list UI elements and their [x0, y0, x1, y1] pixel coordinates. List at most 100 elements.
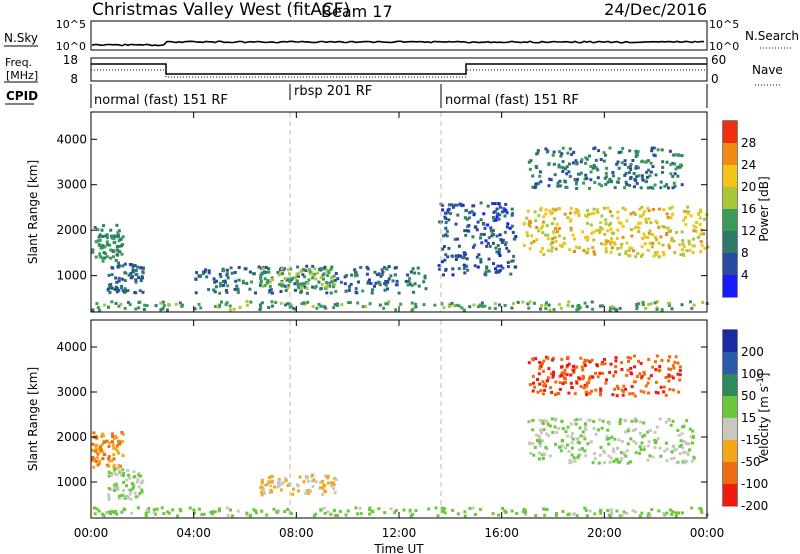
velocity-cell [615, 509, 619, 513]
power-cell [377, 272, 381, 276]
power-cell [212, 288, 216, 292]
power-cell [628, 149, 632, 153]
power-cell [467, 229, 471, 233]
power-cell [499, 264, 503, 268]
power-cell [137, 306, 141, 310]
velocity-cell [515, 512, 519, 515]
power-cell [644, 217, 648, 221]
velocity-cell [619, 451, 623, 455]
power-cell [333, 282, 337, 286]
velocity-cell [103, 453, 107, 456]
velocity-cell [602, 461, 606, 465]
power-cell [134, 307, 138, 311]
power-cell [692, 229, 696, 233]
power-cell [287, 268, 290, 272]
power-cell [96, 306, 100, 309]
power-cell [539, 180, 543, 184]
velocity-cell [583, 449, 587, 453]
power-cell [261, 267, 265, 271]
power-cell [528, 247, 532, 251]
power-cell [699, 250, 703, 254]
velocity-cell [605, 378, 608, 382]
power-cell [224, 303, 228, 307]
power-cell [448, 303, 452, 307]
power-cell [634, 165, 638, 169]
velocity-cell [117, 451, 120, 455]
power-cell [279, 290, 283, 293]
power-cell [527, 306, 531, 310]
velocity-cell [302, 480, 306, 484]
power-cell [511, 231, 515, 234]
velocity-cell [532, 453, 536, 457]
power-cell [504, 243, 507, 247]
velocity-cell [504, 511, 508, 514]
velocity-cell [304, 489, 308, 493]
power-cell [131, 265, 135, 269]
power-cell [456, 237, 460, 241]
velocity-cell [552, 373, 555, 377]
power-cell [680, 303, 684, 307]
velocity-cell [688, 448, 692, 452]
power-cell [199, 274, 203, 278]
power-cell [531, 185, 535, 189]
power-cell [552, 231, 556, 235]
velocity-cell [575, 381, 579, 385]
power-cell [136, 265, 140, 269]
power-cell [571, 304, 575, 308]
velocity-cell [630, 385, 634, 389]
power-cell [666, 226, 670, 230]
power-cell [552, 308, 556, 312]
power-cell [600, 242, 603, 246]
power-cell [320, 267, 324, 271]
velocity-cell [668, 387, 672, 391]
power-cell [609, 250, 613, 254]
power-cell [510, 259, 514, 263]
velocity-cell [107, 474, 111, 478]
velocity-cell [284, 479, 288, 483]
velocity-cell [547, 367, 551, 371]
power-cell [302, 301, 306, 305]
power-cell [319, 287, 323, 291]
power-cell [237, 278, 241, 282]
power-cell [635, 181, 639, 185]
power-cell [491, 229, 495, 232]
velocity-cell [144, 514, 148, 518]
velocity-cell [443, 511, 447, 515]
velocity-cell [583, 506, 587, 510]
power-cell [378, 281, 382, 285]
power-cell [349, 282, 353, 286]
power-colorbar-swatch [723, 187, 737, 210]
power-cell [100, 256, 104, 260]
power-cell [384, 267, 388, 271]
velocity-cell [94, 449, 98, 453]
velocity-cell [213, 510, 217, 514]
power-cell [589, 223, 593, 227]
power-cell [556, 184, 560, 188]
velocity-cell [667, 374, 671, 378]
power-cell [654, 251, 657, 255]
velocity-cell [115, 448, 119, 452]
velocity-cell [108, 441, 111, 445]
cpid-segment-1: normal (fast) 151 RF [94, 93, 228, 108]
velocity-cell [665, 447, 669, 451]
velocity-cell [307, 488, 311, 492]
power-cell [387, 265, 391, 268]
power-cell [507, 249, 511, 253]
power-cell [162, 304, 166, 308]
velocity-cell [542, 428, 546, 432]
power-cell [595, 228, 599, 232]
power-cell [107, 305, 110, 309]
noise-right-tick-bottom: 10^0 [709, 40, 739, 53]
power-cell [661, 165, 665, 169]
power-cell [599, 226, 603, 230]
velocity-cell [691, 441, 694, 445]
power-cell [332, 274, 336, 278]
velocity-cell [676, 428, 680, 432]
power-cell [300, 289, 303, 293]
velocity-colorbar-tick-label: -50 [741, 455, 761, 469]
velocity-cell [676, 361, 680, 365]
power-cell [386, 280, 390, 283]
velocity-cell [683, 459, 687, 463]
noise-panel-frame [90, 20, 708, 51]
velocity-cell [92, 506, 96, 510]
